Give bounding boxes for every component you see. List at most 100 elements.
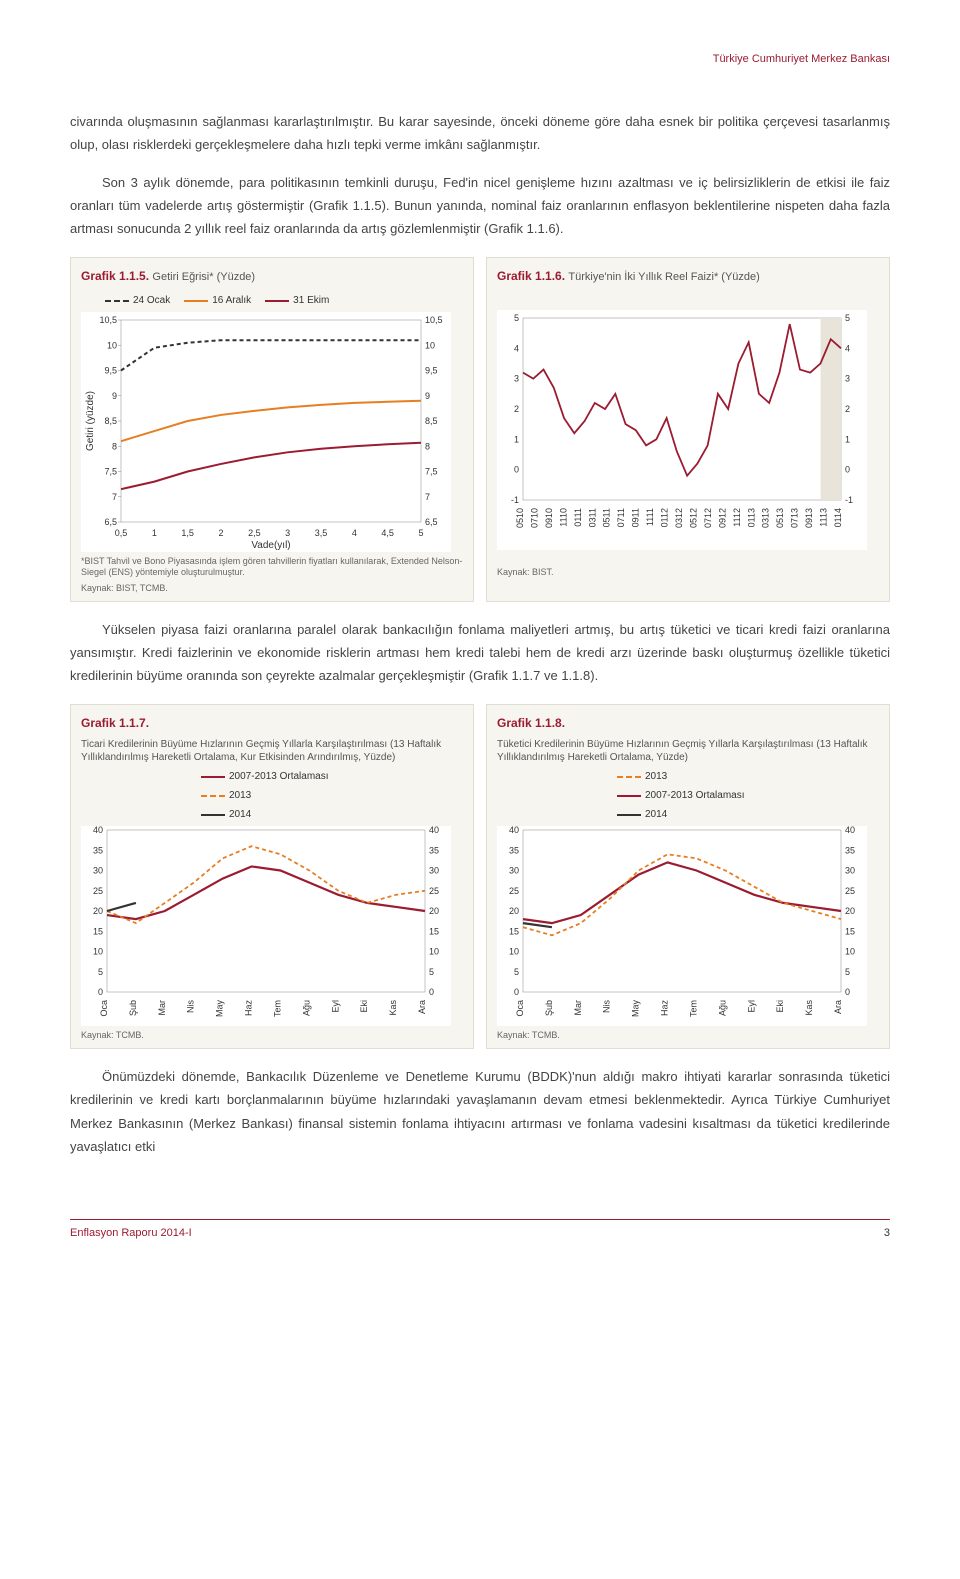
svg-text:Şub: Şub bbox=[128, 1000, 138, 1016]
chart-1-1-8-note: Kaynak: TCMB. bbox=[497, 1030, 879, 1042]
chart-1-1-8-title: Grafik 1.1.8. bbox=[497, 713, 879, 735]
svg-text:Eyl: Eyl bbox=[746, 1000, 756, 1013]
svg-text:20: 20 bbox=[509, 906, 519, 916]
svg-text:0311: 0311 bbox=[587, 508, 597, 527]
svg-text:10: 10 bbox=[425, 340, 435, 350]
paragraph-2: Son 3 aylık dönemde, para politikasının … bbox=[70, 171, 890, 241]
svg-text:0: 0 bbox=[98, 987, 103, 997]
svg-text:-1: -1 bbox=[511, 495, 519, 505]
svg-text:8: 8 bbox=[425, 441, 430, 451]
svg-text:0: 0 bbox=[429, 987, 434, 997]
chart-1-1-5-note2: Kaynak: BIST, TCMB. bbox=[81, 583, 463, 595]
svg-text:4: 4 bbox=[352, 528, 357, 538]
svg-text:0911: 0911 bbox=[631, 508, 641, 527]
svg-text:15: 15 bbox=[509, 927, 519, 937]
svg-text:5: 5 bbox=[514, 967, 519, 977]
svg-text:6,5: 6,5 bbox=[425, 517, 438, 527]
chart-1-1-6-note: Kaynak: BIST. bbox=[497, 567, 879, 579]
chart-1-1-5-title-sub: Getiri Eğrisi* (Yüzde) bbox=[152, 271, 255, 283]
svg-text:40: 40 bbox=[429, 826, 439, 835]
svg-text:2: 2 bbox=[514, 404, 519, 414]
svg-text:Mar: Mar bbox=[157, 1000, 167, 1016]
svg-text:Ağu: Ağu bbox=[301, 1000, 311, 1016]
chart-1-1-6: Grafik 1.1.6. Türkiye'nin İki Yıllık Ree… bbox=[486, 257, 890, 602]
legend-item: 31 Ekim bbox=[265, 292, 329, 310]
svg-text:10: 10 bbox=[107, 340, 117, 350]
svg-text:35: 35 bbox=[845, 846, 855, 856]
legend-item: 2014 bbox=[201, 806, 251, 824]
svg-text:Eki: Eki bbox=[359, 1000, 369, 1013]
legend-item: 2007-2013 Ortalaması bbox=[201, 768, 329, 786]
svg-text:0513: 0513 bbox=[775, 508, 785, 528]
svg-text:0112: 0112 bbox=[660, 508, 670, 527]
svg-text:Mar: Mar bbox=[573, 1000, 583, 1016]
svg-text:0113: 0113 bbox=[746, 508, 756, 527]
chart-1-1-5: Grafik 1.1.5. Getiri Eğrisi* (Yüzde) 24 … bbox=[70, 257, 474, 602]
svg-text:0312: 0312 bbox=[674, 508, 684, 528]
paragraph-3: Yükselen piyasa faizi oranlarına paralel… bbox=[70, 618, 890, 688]
legend-item: 2007-2013 Ortalaması bbox=[617, 787, 745, 805]
svg-text:15: 15 bbox=[845, 927, 855, 937]
svg-text:4: 4 bbox=[845, 343, 850, 353]
svg-text:Ara: Ara bbox=[833, 1000, 843, 1014]
svg-text:Kas: Kas bbox=[804, 1000, 814, 1016]
svg-text:Eki: Eki bbox=[775, 1000, 785, 1013]
svg-text:Haz: Haz bbox=[660, 1000, 670, 1017]
svg-text:0: 0 bbox=[514, 464, 519, 474]
svg-text:May: May bbox=[215, 1000, 225, 1018]
svg-text:0913: 0913 bbox=[804, 508, 814, 528]
svg-text:40: 40 bbox=[845, 826, 855, 835]
svg-text:Tem: Tem bbox=[272, 1000, 282, 1017]
svg-text:2: 2 bbox=[845, 404, 850, 414]
svg-text:3: 3 bbox=[514, 373, 519, 383]
legend-item: 16 Aralık bbox=[184, 292, 251, 310]
svg-text:20: 20 bbox=[845, 906, 855, 916]
svg-text:0713: 0713 bbox=[790, 508, 800, 528]
svg-text:40: 40 bbox=[509, 826, 519, 835]
chart-1-1-6-title-sub: Türkiye'nin İki Yıllık Reel Faizi* (Yüzd… bbox=[568, 271, 759, 283]
svg-text:25: 25 bbox=[93, 886, 103, 896]
svg-text:May: May bbox=[631, 1000, 641, 1018]
svg-text:-1: -1 bbox=[845, 495, 853, 505]
svg-text:25: 25 bbox=[509, 886, 519, 896]
svg-text:2: 2 bbox=[218, 528, 223, 538]
svg-text:5: 5 bbox=[418, 528, 423, 538]
chart-1-1-6-svg: -1-1001122334455051007100910111001110311… bbox=[497, 310, 867, 550]
chart-row-2: Grafik 1.1.7. Ticari Kredilerinin Büyüme… bbox=[70, 704, 890, 1049]
svg-text:0511: 0511 bbox=[602, 508, 612, 527]
svg-text:8,5: 8,5 bbox=[104, 416, 117, 426]
svg-text:Eyl: Eyl bbox=[330, 1000, 340, 1013]
chart-1-1-8-title-bold: Grafik 1.1.8. bbox=[497, 716, 565, 730]
svg-text:30: 30 bbox=[845, 866, 855, 876]
svg-text:30: 30 bbox=[93, 866, 103, 876]
svg-text:7: 7 bbox=[112, 491, 117, 501]
chart-1-1-5-title: Grafik 1.1.5. Getiri Eğrisi* (Yüzde) bbox=[81, 266, 463, 288]
svg-text:15: 15 bbox=[93, 927, 103, 937]
svg-text:5: 5 bbox=[429, 967, 434, 977]
chart-1-1-8: Grafik 1.1.8. Tüketici Kredilerinin Büyü… bbox=[486, 704, 890, 1049]
svg-text:3,5: 3,5 bbox=[315, 528, 328, 538]
svg-text:20: 20 bbox=[429, 906, 439, 916]
svg-text:5: 5 bbox=[98, 967, 103, 977]
svg-text:10,5: 10,5 bbox=[99, 315, 117, 325]
legend-item: 2014 bbox=[617, 806, 667, 824]
chart-1-1-8-legend: 2013 2007-2013 Ortalaması 2014 bbox=[617, 768, 879, 824]
svg-text:Nis: Nis bbox=[602, 1000, 612, 1013]
svg-text:0510: 0510 bbox=[515, 508, 525, 528]
chart-1-1-5-note1: *BIST Tahvil ve Bono Piyasasında işlem g… bbox=[81, 556, 463, 579]
svg-text:1: 1 bbox=[845, 434, 850, 444]
svg-text:Nis: Nis bbox=[186, 1000, 196, 1013]
footer-page-number: 3 bbox=[884, 1224, 890, 1244]
paragraph-4: Önümüzdeki dönemde, Bankacılık Düzenleme… bbox=[70, 1065, 890, 1159]
chart-1-1-6-title: Grafik 1.1.6. Türkiye'nin İki Yıllık Ree… bbox=[497, 266, 879, 288]
svg-text:1,5: 1,5 bbox=[181, 528, 194, 538]
svg-text:4,5: 4,5 bbox=[381, 528, 394, 538]
svg-text:0114: 0114 bbox=[833, 508, 843, 527]
chart-1-1-8-svg: 00551010151520202525303035354040OcaŞubMa… bbox=[497, 826, 867, 1026]
svg-text:Vade(yıl): Vade(yıl) bbox=[251, 540, 290, 551]
chart-1-1-7-note: Kaynak: TCMB. bbox=[81, 1030, 463, 1042]
svg-text:30: 30 bbox=[509, 866, 519, 876]
svg-text:Şub: Şub bbox=[544, 1000, 554, 1016]
svg-text:25: 25 bbox=[429, 886, 439, 896]
svg-text:Tem: Tem bbox=[688, 1000, 698, 1017]
